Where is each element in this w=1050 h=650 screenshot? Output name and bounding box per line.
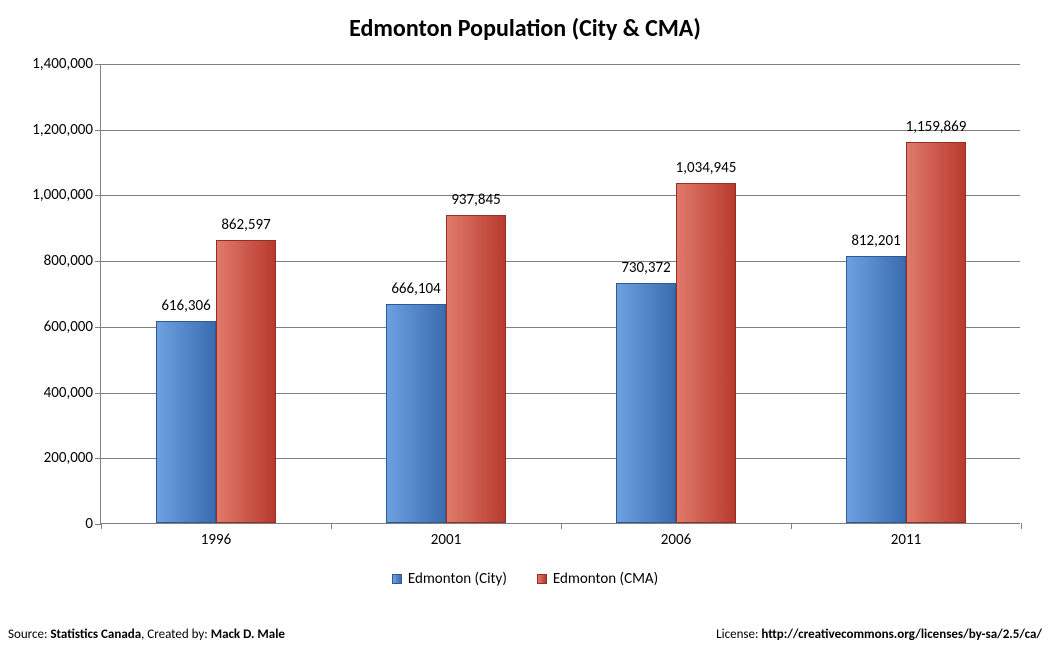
bar-edmonton-cma- (216, 240, 276, 523)
x-tick-label: 2011 (891, 523, 921, 549)
legend-item: Edmonton (City) (392, 570, 507, 588)
footer-source-prefix: Source: (8, 627, 50, 642)
legend-swatch (537, 574, 547, 584)
bar-edmonton-city- (616, 283, 676, 523)
x-tick-mark (791, 523, 792, 529)
legend-label: Edmonton (City) (408, 570, 507, 588)
bar-edmonton-city- (846, 256, 906, 523)
legend-item: Edmonton (CMA) (537, 570, 658, 588)
x-tick-mark (1021, 523, 1022, 529)
x-tick-mark (561, 523, 562, 529)
bar-edmonton-city- (156, 321, 216, 524)
legend-swatch (392, 574, 402, 584)
plot-area: 0200,000400,000600,000800,0001,000,0001,… (100, 64, 1020, 524)
y-tick-label: 1,400,000 (32, 55, 101, 73)
chart-title: Edmonton Population (City & CMA) (0, 14, 1050, 43)
x-tick-label: 2001 (431, 523, 461, 549)
bar-label: 1,159,869 (906, 118, 967, 136)
bar-label: 666,104 (391, 280, 440, 298)
gridline (101, 64, 1020, 65)
gridline (101, 195, 1020, 196)
gridline (101, 130, 1020, 131)
footer-left: Source: Statistics Canada, Created by: M… (8, 627, 285, 642)
bar-label: 937,845 (451, 191, 500, 209)
y-tick-label: 400,000 (44, 384, 101, 402)
y-tick-label: 1,200,000 (32, 121, 101, 139)
footer-right: License: http://creativecommons.org/lice… (716, 627, 1042, 642)
x-tick-mark (101, 523, 102, 529)
bar-label: 862,597 (221, 216, 270, 234)
footer-license: http://creativecommons.org/licenses/by-s… (761, 627, 1042, 642)
legend-label: Edmonton (CMA) (553, 570, 658, 588)
footer-author: Mack D. Male (211, 627, 285, 642)
bar-label: 730,372 (621, 259, 670, 277)
y-tick-label: 0 (85, 515, 101, 533)
bar-edmonton-cma- (906, 142, 966, 523)
bar-edmonton-cma- (676, 183, 736, 523)
footer-mid: , Created by: (141, 627, 211, 642)
bar-edmonton-city- (386, 304, 446, 523)
x-tick-label: 2006 (661, 523, 691, 549)
y-tick-label: 1,000,000 (32, 186, 101, 204)
bar-label: 616,306 (161, 297, 210, 315)
footer-license-prefix: License: (716, 627, 761, 642)
bar-label: 1,034,945 (676, 159, 737, 177)
bar-label: 812,201 (851, 232, 900, 250)
y-tick-label: 600,000 (44, 318, 101, 336)
footer: Source: Statistics Canada, Created by: M… (8, 627, 1042, 642)
x-tick-mark (331, 523, 332, 529)
y-tick-label: 800,000 (44, 252, 101, 270)
x-tick-label: 1996 (201, 523, 231, 549)
bar-edmonton-cma- (446, 215, 506, 523)
y-tick-label: 200,000 (44, 449, 101, 467)
legend: Edmonton (City) Edmonton (CMA) (0, 570, 1050, 588)
footer-source: Statistics Canada (50, 627, 141, 642)
